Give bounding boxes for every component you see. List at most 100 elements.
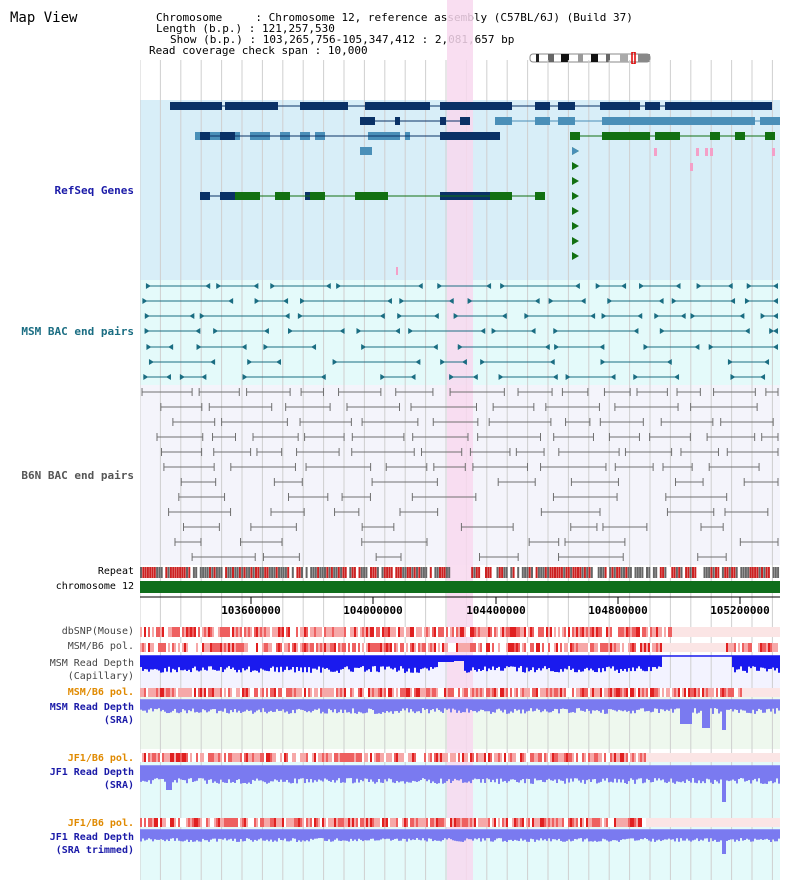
genome-view[interactable]: 103600000 104000000 104400000 104800000 1052… bbox=[140, 0, 780, 880]
heat-cell bbox=[346, 753, 348, 762]
depth-bar bbox=[414, 700, 416, 714]
heat-cell bbox=[326, 753, 328, 762]
heat-cell bbox=[498, 753, 500, 762]
show-label: Show (b.p.) bbox=[170, 33, 243, 46]
heat-cell bbox=[212, 688, 214, 697]
bac-end bbox=[461, 359, 467, 365]
depth-bar bbox=[734, 700, 736, 710]
heat-cell bbox=[294, 818, 296, 827]
heat-cell bbox=[672, 643, 674, 652]
depth-bar bbox=[168, 656, 170, 667]
bac-end bbox=[580, 298, 586, 304]
heat-cell bbox=[256, 627, 258, 637]
depth-bar bbox=[458, 656, 460, 661]
depth-bar bbox=[214, 766, 216, 782]
depth-bar bbox=[410, 656, 412, 673]
repeat-element bbox=[301, 567, 303, 578]
depth-bar bbox=[220, 766, 222, 780]
heat-cell bbox=[504, 753, 506, 762]
depth-bar bbox=[580, 766, 582, 783]
depth-bar bbox=[552, 656, 554, 672]
heat-cell bbox=[490, 688, 492, 697]
heat-cell bbox=[538, 818, 540, 827]
heat-cell bbox=[480, 753, 482, 762]
track-label-msm-bac[interactable]: MSM BAC end pairs bbox=[21, 325, 134, 338]
depth-bar bbox=[294, 766, 296, 779]
heat-cell bbox=[158, 818, 160, 827]
msm-bac-pairs[interactable] bbox=[142, 283, 778, 380]
heat-cell bbox=[318, 643, 320, 652]
depth-bar bbox=[608, 700, 610, 709]
heat-cell bbox=[548, 627, 550, 637]
depth-bar bbox=[338, 830, 340, 841]
depth-bar bbox=[146, 766, 148, 782]
chromosome-ideogram[interactable] bbox=[528, 52, 654, 64]
heat-cell bbox=[656, 753, 658, 762]
heat-cell bbox=[764, 643, 766, 652]
bac-end bbox=[145, 283, 151, 289]
repeat-element bbox=[374, 567, 377, 578]
heat-cell bbox=[492, 818, 494, 827]
heat-cell bbox=[756, 818, 758, 827]
heat-cell bbox=[738, 627, 740, 637]
depth-bar bbox=[740, 766, 742, 779]
heat-cell bbox=[352, 818, 354, 827]
heat-cell bbox=[434, 818, 436, 827]
depth-bar bbox=[398, 766, 400, 783]
repeat-element bbox=[494, 567, 497, 578]
heat-cell bbox=[512, 627, 514, 637]
heat-cell bbox=[578, 643, 580, 652]
depth-bar bbox=[404, 656, 406, 673]
track-label-b6n-bac[interactable]: B6N BAC end pairs bbox=[21, 469, 134, 482]
depth-bar bbox=[204, 830, 206, 841]
heat-cell bbox=[284, 753, 286, 762]
heat-cell bbox=[240, 753, 242, 762]
heat-cell bbox=[700, 627, 702, 637]
depth-bar bbox=[622, 700, 624, 712]
depth-bar bbox=[232, 766, 234, 783]
depth-bar bbox=[292, 766, 294, 784]
depth-bar bbox=[596, 700, 598, 711]
heat-cell bbox=[546, 643, 548, 652]
heat-cell bbox=[734, 753, 736, 762]
track-label-refseq[interactable]: RefSeq Genes bbox=[54, 184, 134, 197]
heat-cell bbox=[440, 818, 442, 827]
depth-bar bbox=[142, 700, 144, 711]
bac-end bbox=[730, 298, 736, 304]
heat-cell bbox=[594, 688, 596, 697]
bac-end bbox=[263, 328, 269, 334]
highlight-region[interactable] bbox=[447, 0, 473, 880]
depth-bar bbox=[210, 766, 212, 780]
depth-bar bbox=[428, 700, 430, 714]
depth-bar bbox=[304, 830, 306, 842]
heat-cell bbox=[398, 627, 400, 637]
gene-exon bbox=[495, 117, 512, 125]
refseq-genes[interactable] bbox=[170, 102, 780, 275]
depth-bar bbox=[198, 656, 200, 672]
depth-bar bbox=[612, 766, 614, 783]
heat-cell bbox=[552, 688, 554, 697]
heat-cell bbox=[424, 753, 426, 762]
heat-cell bbox=[388, 688, 390, 697]
depth-bar bbox=[640, 700, 642, 709]
heat-cell bbox=[426, 627, 428, 637]
depth-bar bbox=[778, 700, 780, 711]
heat-cell bbox=[510, 643, 512, 652]
depth-bar bbox=[576, 830, 578, 840]
heat-cell bbox=[448, 688, 450, 697]
heat-cell bbox=[718, 643, 720, 652]
heat-cell bbox=[244, 627, 246, 637]
depth-bar bbox=[638, 766, 640, 779]
coverage-value: 10,000 bbox=[327, 44, 368, 57]
depth-bar bbox=[574, 766, 576, 779]
b6n-bac-pairs[interactable] bbox=[141, 388, 779, 561]
heat-cell bbox=[464, 753, 466, 762]
heat-cell bbox=[214, 688, 216, 697]
depth-bar bbox=[394, 766, 396, 784]
depth-bar bbox=[328, 766, 330, 781]
depth-bar bbox=[420, 656, 422, 670]
heat-cell bbox=[586, 818, 588, 827]
heat-cell bbox=[386, 753, 388, 762]
depth-bar bbox=[182, 656, 184, 671]
heat-cell bbox=[674, 818, 676, 827]
